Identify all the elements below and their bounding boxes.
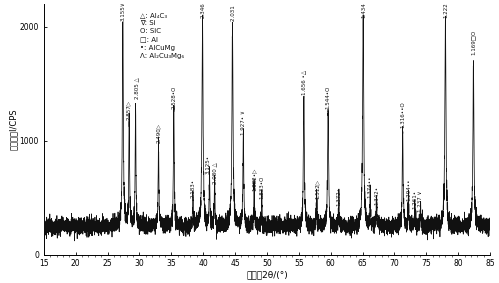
Text: 1.544•O: 1.544•O: [326, 85, 331, 109]
Text: 1.882•▷: 1.882•▷: [251, 168, 256, 191]
Text: △: Al₄C₃
∇: Si
O: SiC
□: Al
•: AlCuMg
Λ: Al₂Cu₃Mg₆: △: Al₄C₃ ∇: Si O: SiC □: Al •: AlCuMg Λ:…: [140, 12, 184, 59]
Text: 1.222□: 1.222□: [443, 0, 448, 18]
Text: 2.183•: 2.183•: [191, 179, 196, 198]
Text: 1.374••: 1.374••: [368, 175, 373, 198]
Text: 2.080 △: 2.080 △: [212, 162, 217, 184]
Y-axis label: 衍射强度I/CPS: 衍射强度I/CPS: [9, 109, 18, 150]
Text: 1.512▷: 1.512▷: [314, 179, 319, 199]
Text: 1.294••: 1.294••: [406, 179, 411, 201]
Text: 3.125•: 3.125•: [206, 155, 211, 174]
Text: 2.346•□: 2.346•□: [200, 0, 205, 18]
Text: 1.316••O: 1.316••O: [400, 102, 405, 128]
Text: 1.261•: 1.261•: [412, 190, 417, 209]
Text: 2.805 △: 2.805 △: [134, 77, 139, 99]
Text: 1.342•: 1.342•: [374, 185, 379, 205]
Text: 1.833•O: 1.833•O: [259, 175, 264, 199]
Text: 1.237 ∨: 1.237 ∨: [418, 191, 423, 213]
Text: 1.169□O: 1.169□O: [471, 30, 476, 55]
Text: 1.372•: 1.372•: [336, 186, 341, 206]
Text: 2.490▷: 2.490▷: [156, 123, 161, 143]
Text: 1.656 •△: 1.656 •△: [301, 70, 306, 95]
Text: 1.927• ∨: 1.927• ∨: [241, 110, 246, 135]
Text: 2.528•O: 2.528•O: [171, 85, 176, 109]
X-axis label: 衍射角2θ/(°): 衍射角2θ/(°): [246, 270, 288, 279]
Text: 1.434•□: 1.434•□: [361, 0, 366, 18]
Text: 2.857▷: 2.857▷: [126, 100, 131, 120]
Text: 2.031 □: 2.031 □: [230, 0, 235, 21]
Text: 3.155∨: 3.155∨: [120, 1, 125, 21]
